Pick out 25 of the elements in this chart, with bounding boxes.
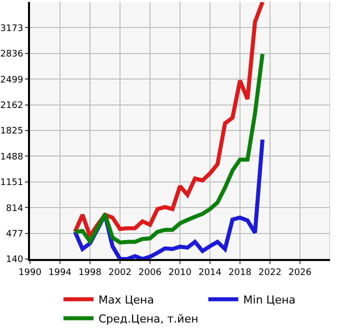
y-tick-label: 814 — [6, 204, 24, 214]
x-tick-label: 2002 — [108, 268, 132, 278]
y-tick-label: 477 — [6, 229, 24, 240]
x-tick-label: 1994 — [48, 268, 72, 278]
y-tick-label: 2499 — [0, 75, 24, 86]
y-tick-label: 1151 — [0, 178, 24, 188]
y-tick-label: 2162 — [0, 100, 24, 111]
y-tick-label: 3173 — [0, 24, 24, 34]
line-series — [73, 52, 264, 244]
x-tick-label: 2010 — [168, 268, 192, 278]
y-tick-label: 1488 — [0, 152, 24, 162]
x-tick-label: 1998 — [78, 268, 102, 278]
legend-label: Min Цена — [243, 293, 296, 306]
x-tick-label: 2018 — [228, 268, 252, 278]
x-tick-label: 2026 — [288, 268, 312, 278]
line-series — [73, 2, 264, 238]
x-tick-label: 2022 — [258, 268, 282, 278]
legend-label: Max Цена — [98, 293, 154, 306]
x-tick-label: 2006 — [138, 268, 162, 278]
legend-label: Сред.Цена, т.йен — [98, 312, 198, 326]
y-tick-label: 140 — [6, 255, 24, 266]
x-tick-label: 2014 — [198, 268, 222, 278]
y-tick-label: 2836 — [0, 50, 24, 60]
y-tick-label: 1825 — [0, 126, 24, 137]
x-tick-label: 1990 — [18, 268, 42, 278]
